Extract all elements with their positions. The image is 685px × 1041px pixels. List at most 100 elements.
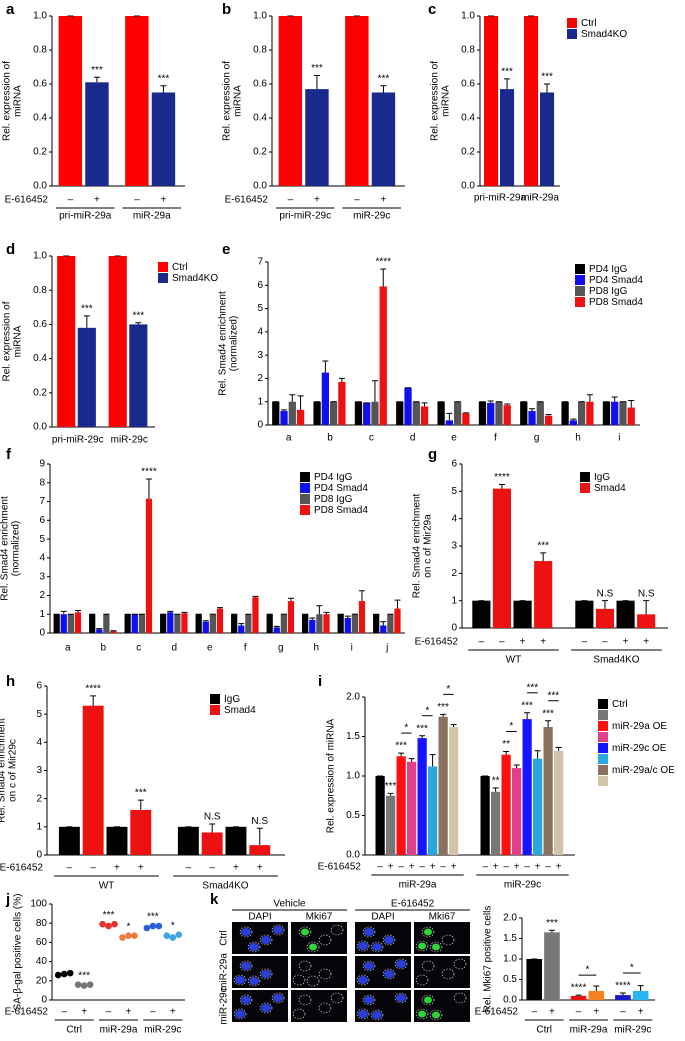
- nucleus: [372, 943, 382, 951]
- y-tick-label: 6: [257, 280, 263, 291]
- nucleus: [241, 928, 251, 936]
- bar: [338, 381, 346, 425]
- legend-label: Ctrl: [172, 262, 188, 273]
- significance: ***: [541, 72, 553, 83]
- bracket-label: *: [425, 705, 429, 716]
- channel-label: Mki67: [306, 912, 333, 923]
- y-tick-label: 0.6: [33, 79, 47, 90]
- significance: ***: [416, 723, 428, 734]
- bar: [380, 625, 387, 633]
- nucleus-outline: [415, 940, 429, 952]
- treatment-label: E-616452: [318, 862, 362, 873]
- y-tick-label: 4: [257, 326, 263, 337]
- treatment-sign: +: [94, 195, 100, 206]
- y-tick-label: 0.5: [503, 974, 517, 985]
- error-bar: [524, 712, 531, 720]
- y-tick-label: 1.5: [503, 933, 517, 944]
- micrograph-image: [291, 956, 347, 988]
- y-tick-label: 0.2: [33, 147, 47, 158]
- bar: [273, 627, 280, 633]
- bar: [129, 324, 148, 427]
- data-point: [163, 932, 171, 939]
- treatment-sign: –: [440, 862, 446, 873]
- bar: [520, 401, 528, 425]
- bar: [302, 614, 309, 633]
- error-bar: [281, 409, 288, 412]
- error-bar: [313, 75, 320, 90]
- x-tick-label: d: [410, 433, 416, 444]
- legend-swatch: [158, 273, 168, 283]
- nucleus-outline: [362, 994, 376, 1006]
- bar: [495, 401, 503, 425]
- nucleus-outline: [421, 960, 435, 972]
- channel-label: DAPI: [248, 912, 271, 923]
- nucleus-outline: [441, 934, 455, 946]
- bar: [420, 406, 429, 425]
- treatment-sign: –: [134, 195, 140, 206]
- y-tick-label: 1.0: [33, 11, 47, 22]
- nucleus: [364, 928, 374, 936]
- bar: [195, 614, 202, 633]
- nucleus: [235, 1010, 245, 1018]
- bar: [330, 401, 338, 425]
- error-bar: [575, 994, 582, 996]
- y-tick-label: 2.0: [503, 913, 517, 924]
- significance: ****: [571, 983, 587, 994]
- bracket-label: *: [585, 965, 589, 976]
- y-tick-label: 0.0: [461, 181, 475, 192]
- x-tick-label: c: [136, 643, 141, 654]
- significance: ***: [78, 970, 90, 981]
- bar: [586, 401, 594, 425]
- bar: [536, 401, 544, 425]
- significance: ****: [141, 467, 157, 478]
- x-tick-label: miR-29c: [144, 1025, 181, 1036]
- bar: [130, 809, 152, 855]
- legend-label: PD8 IgG: [314, 494, 353, 505]
- x-tick-label: miR-29a: [100, 1025, 138, 1036]
- error-bar: [93, 76, 100, 83]
- x-tick-label: miR-29c: [614, 1025, 651, 1036]
- error-bar: [380, 268, 387, 287]
- error-bar: [540, 552, 547, 562]
- bar: [106, 826, 128, 855]
- legend-swatch: [598, 699, 608, 709]
- significance: ***: [91, 65, 103, 76]
- channel-label: DAPI: [371, 912, 394, 923]
- data-point: [60, 970, 68, 978]
- error-bar: [90, 695, 97, 706]
- treatment-sign: +: [161, 195, 167, 206]
- x-tick-label: pri-miR-29a: [59, 211, 112, 222]
- data-point: [80, 982, 88, 989]
- nucleus-outline: [356, 940, 370, 952]
- legend-swatch: [210, 705, 220, 715]
- x-tick-label: Smad4KO: [202, 881, 248, 892]
- treatment-sign: +: [556, 862, 562, 873]
- bar: [252, 597, 259, 633]
- legend-swatch: [300, 505, 310, 515]
- error-bar: [529, 408, 536, 412]
- bar: [371, 401, 379, 425]
- legend-label: Smad4KO: [172, 273, 218, 284]
- error-bar: [628, 400, 635, 408]
- bar: [588, 990, 605, 1000]
- data-point: [143, 924, 151, 932]
- nucleus-outline: [421, 994, 435, 1006]
- error-bar: [287, 597, 294, 602]
- x-tick-label: b: [100, 643, 106, 654]
- y-tick-label: 2: [451, 568, 457, 579]
- y-tick-label: 20: [36, 975, 48, 986]
- row-label: Ctrl: [219, 930, 230, 946]
- significance: *: [171, 920, 175, 931]
- legend-swatch: [598, 732, 608, 742]
- y-tick-label: 3: [451, 541, 457, 552]
- panel-label: i: [318, 673, 322, 690]
- legend-swatch: [598, 743, 608, 753]
- nucleus-outline: [429, 1009, 443, 1021]
- nucleus-outline: [239, 994, 253, 1006]
- treatment-sign: –: [68, 195, 74, 206]
- legend-swatch: [598, 765, 608, 775]
- error-bar: [273, 625, 280, 628]
- data-point: [149, 922, 157, 930]
- x-tick-label: h: [313, 643, 319, 654]
- error-bar: [380, 621, 387, 626]
